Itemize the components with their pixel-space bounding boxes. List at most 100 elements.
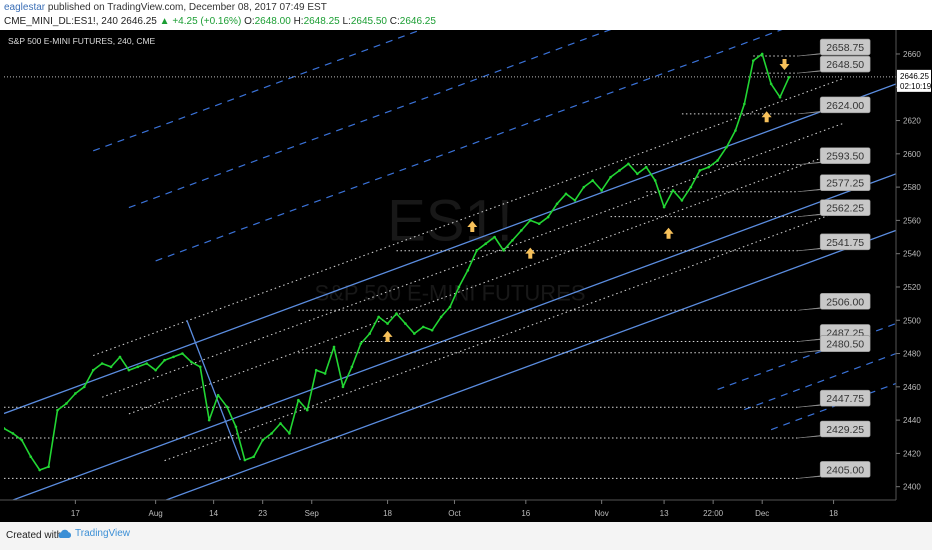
price-point (181, 352, 184, 355)
connector-line (186, 320, 241, 461)
price-point (4, 427, 6, 430)
callout-box (819, 199, 871, 216)
callout-box (819, 335, 871, 353)
low-label: L: (342, 16, 351, 27)
level-callout: 2562.25 (797, 199, 871, 217)
low-value: 2645.50 (350, 16, 387, 27)
price-point (448, 305, 452, 309)
level-callout: 2577.25 (797, 174, 871, 192)
price-point (421, 325, 425, 329)
chart-title: S&P 500 E-MINI FUTURES, 240, CME (8, 36, 156, 46)
price-point (216, 393, 220, 397)
y-tick-label: 2560 (903, 216, 921, 225)
x-tick-label: 13 (660, 509, 669, 518)
y-tick-label: 2600 (903, 150, 921, 159)
published-text: published on TradingView.com, December 0… (45, 2, 327, 13)
level-callout: 2480.50 (797, 335, 871, 353)
price-point (725, 145, 728, 149)
callout-box (819, 461, 871, 478)
y-tick-label: 2420 (903, 449, 921, 458)
price-point (65, 402, 68, 405)
price-point (47, 465, 50, 469)
level-label: 2658.75 (826, 42, 864, 54)
callout-box (819, 96, 871, 114)
dashed-channel-line (128, 30, 612, 209)
price-point (118, 355, 122, 359)
close-value: 2646.25 (399, 16, 436, 27)
y-tick-label: 2400 (903, 483, 921, 492)
price-point (528, 219, 532, 222)
price-point (457, 285, 461, 289)
price-point (297, 398, 300, 402)
level-callout: 2593.50 (797, 147, 871, 165)
price-point (546, 215, 550, 219)
price-point (466, 269, 470, 272)
y-tick-label: 2460 (903, 383, 921, 392)
y-tick-label: 2480 (903, 350, 921, 359)
price-point (234, 425, 238, 429)
price-point (109, 365, 113, 369)
price-point (190, 360, 193, 364)
y-tick-label: 2540 (903, 250, 921, 259)
price-point (627, 162, 630, 166)
price-point (618, 169, 621, 172)
up-arrow-icon (525, 247, 536, 259)
callout-box (819, 38, 871, 56)
dotted-channel-line (128, 149, 843, 415)
level-callout: 2447.75 (797, 389, 871, 408)
price-point (279, 422, 282, 425)
price-point (29, 455, 33, 459)
price-point (680, 199, 684, 202)
dotted-channel-line (101, 123, 843, 398)
price-point (573, 199, 577, 202)
dashed-channel-line (155, 30, 783, 262)
price-point (100, 362, 104, 365)
level-callout: 2658.75 (797, 38, 871, 57)
up-triangle-icon: ▲ (159, 16, 170, 27)
y-tick-label: 2440 (903, 416, 921, 425)
chart-header: eaglestar published on TradingView.com, … (0, 0, 932, 30)
price-point (207, 418, 211, 422)
dashed-channel-line (770, 382, 896, 431)
x-tick-label: 14 (209, 509, 218, 518)
price-chart[interactable]: ES1! S&P 500 E-MINI FUTURES 2658.75 2648.50… (0, 30, 932, 522)
dotted-channel-line (164, 209, 843, 462)
price-point (520, 229, 523, 232)
price-point (689, 185, 693, 189)
price-point (225, 405, 229, 409)
level-callout: 2541.75 (797, 233, 871, 252)
price-point (288, 432, 291, 435)
price-point (20, 438, 24, 442)
price-point (395, 312, 398, 315)
tradingview-brand[interactable]: TradingView (56, 528, 130, 539)
created-with-text: Created with (6, 530, 63, 541)
price-point (56, 408, 59, 412)
author-link[interactable]: eaglestar (4, 2, 46, 13)
price-point (716, 159, 719, 162)
x-tick-label: Dec (755, 509, 769, 518)
price-point (511, 239, 514, 242)
down-arrow-icon (779, 58, 790, 70)
price-point (314, 368, 318, 372)
level-label: 2405.00 (826, 464, 864, 476)
price-point (305, 408, 309, 412)
plot-layer: ES1! S&P 500 E-MINI FUTURES (4, 30, 896, 500)
price-point (243, 458, 247, 462)
price-point (698, 169, 702, 172)
level-callout: 2506.00 (797, 292, 871, 311)
price-point (787, 75, 791, 79)
price-point (359, 342, 363, 345)
up-arrow-icon (663, 227, 674, 239)
level-callout: 2429.25 (797, 420, 871, 439)
symbol-label[interactable]: CME_MINI_DL:ES1!, 240 (4, 16, 118, 27)
chart-area[interactable]: ES1! S&P 500 E-MINI FUTURES 2658.75 2648.50… (0, 30, 932, 522)
open-value: 2648.00 (254, 16, 291, 27)
price-point (74, 392, 77, 395)
price-point (198, 365, 202, 369)
price-point (127, 368, 131, 372)
price-point (591, 179, 595, 182)
y-tick-label: 2500 (903, 316, 921, 325)
price-point (671, 189, 675, 192)
level-label: 2593.50 (826, 151, 864, 163)
price-point (163, 358, 166, 362)
